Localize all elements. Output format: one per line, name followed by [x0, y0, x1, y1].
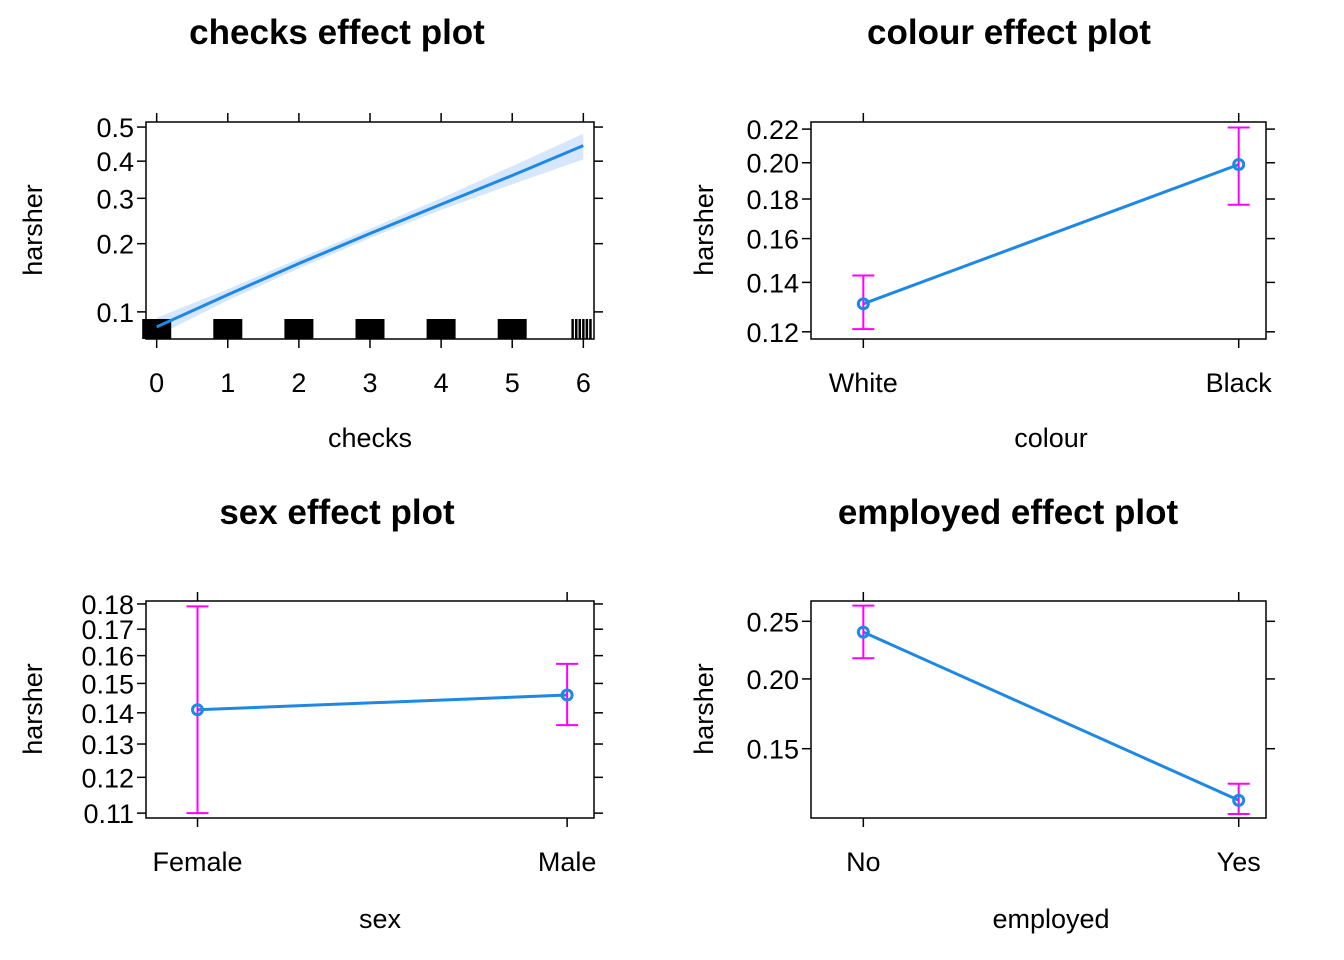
rug-mark	[571, 319, 574, 339]
rug-mark	[213, 319, 243, 339]
x-axis-label-sex: sex	[359, 904, 402, 934]
x-tick-label: Female	[153, 847, 243, 877]
x-tick-label: 4	[434, 368, 449, 398]
rug-mark	[575, 319, 578, 339]
x-tick-label: No	[846, 847, 881, 877]
y-tick-label: 0.20	[746, 665, 799, 695]
data-point	[191, 703, 205, 717]
y-tick-label: 0.18	[81, 590, 134, 620]
y-tick-label: 0.15	[81, 669, 134, 699]
panel-sex: sex effect plot sex harsher 0.11 0.120.13…	[18, 493, 603, 934]
y-tick-label: 0.5	[96, 113, 134, 143]
x-tick-label: 0	[149, 368, 164, 398]
data-point	[856, 625, 870, 639]
chart-title-employed: employed effect plot	[838, 493, 1179, 532]
plot-area-checks: 0.1 0.2 0.3 0.4 0.5 0 1 2 3 4 5 6	[96, 113, 603, 398]
y-tick-label: 0.12	[81, 763, 134, 793]
rug-mark	[578, 319, 581, 339]
data-point	[560, 688, 574, 702]
y-tick-label: 0.14	[746, 268, 799, 298]
fitted-line	[156, 144, 584, 329]
x-tick-label: 2	[291, 368, 306, 398]
x-tick-label: 6	[576, 368, 591, 398]
y-tick-label: 0.15	[746, 735, 799, 765]
plot-area-colour: 0.12 0.14 0.16 0.18 0.20 0.22 White Black	[746, 113, 1275, 398]
plot-frame	[810, 600, 1267, 819]
plot-area-sex: 0.11 0.120.130.140.150.160.170.18 Female Ma…	[81, 590, 603, 877]
y-tick-label: 0.3	[96, 184, 134, 214]
x-axis-label-checks: checks	[328, 423, 412, 453]
x-axis-label-employed: employed	[992, 904, 1109, 934]
rug-mark	[284, 319, 314, 339]
fitted-line	[862, 630, 1240, 802]
rug-mark	[355, 319, 385, 339]
panel-employed: employed effect plot employed harsher 0.…	[689, 493, 1275, 934]
data-point	[856, 297, 870, 311]
x-axis-label-colour: colour	[1014, 423, 1088, 453]
y-axis-label-checks: harsher	[18, 184, 48, 276]
x-tick-label: Male	[538, 847, 597, 877]
y-tick-label: 0.2	[96, 230, 134, 260]
plot-area-employed: 0.15 0.20 0.25 No Yes	[746, 592, 1275, 877]
fitted-line	[197, 693, 568, 712]
rug-mark	[426, 319, 456, 339]
rug-mark	[585, 319, 589, 339]
x-tick-label: 5	[505, 368, 520, 398]
y-tick-label: 0.11	[83, 799, 134, 829]
y-tick-label: 0.18	[746, 185, 799, 215]
y-tick-label: 0.4	[96, 147, 134, 177]
rug-mark	[497, 319, 527, 339]
chart-title-sex: sex effect plot	[219, 493, 455, 532]
y-tick-label: 0.13	[81, 730, 134, 760]
y-tick-label: 0.17	[81, 615, 134, 645]
x-tick-label: White	[829, 368, 898, 398]
y-axis-label-employed: harsher	[689, 663, 719, 755]
rug-mark	[582, 319, 585, 339]
data-point	[1232, 157, 1246, 171]
y-tick-label: 0.22	[746, 115, 799, 145]
chart-title-checks: checks effect plot	[189, 13, 485, 52]
y-tick-label: 0.20	[746, 149, 799, 179]
panel-colour: colour effect plot colour harsher 0.120.…	[689, 13, 1275, 453]
plot-frame	[145, 600, 595, 819]
y-axis-label-sex: harsher	[18, 663, 48, 755]
panel-checks: checks effect plot checks harsher 0.1 0.2…	[18, 13, 603, 453]
plot-frame	[810, 121, 1267, 340]
x-tick-label: 3	[362, 368, 377, 398]
x-tick-label: Black	[1206, 368, 1273, 398]
y-tick-label: 0.25	[746, 607, 799, 637]
x-tick-label: 1	[220, 368, 235, 398]
chart-title-colour: colour effect plot	[867, 13, 1151, 52]
y-tick-label: 0.1	[96, 298, 134, 328]
fitted-line	[862, 163, 1240, 306]
y-tick-label: 0.16	[746, 225, 799, 255]
rug-mark	[589, 319, 592, 339]
y-tick-label: 0.14	[81, 699, 134, 729]
y-tick-label: 0.16	[81, 642, 134, 672]
x-tick-label: Yes	[1217, 847, 1261, 877]
data-point	[1232, 793, 1246, 807]
y-tick-label: 0.12	[746, 318, 799, 348]
y-axis-label-colour: harsher	[689, 184, 719, 276]
